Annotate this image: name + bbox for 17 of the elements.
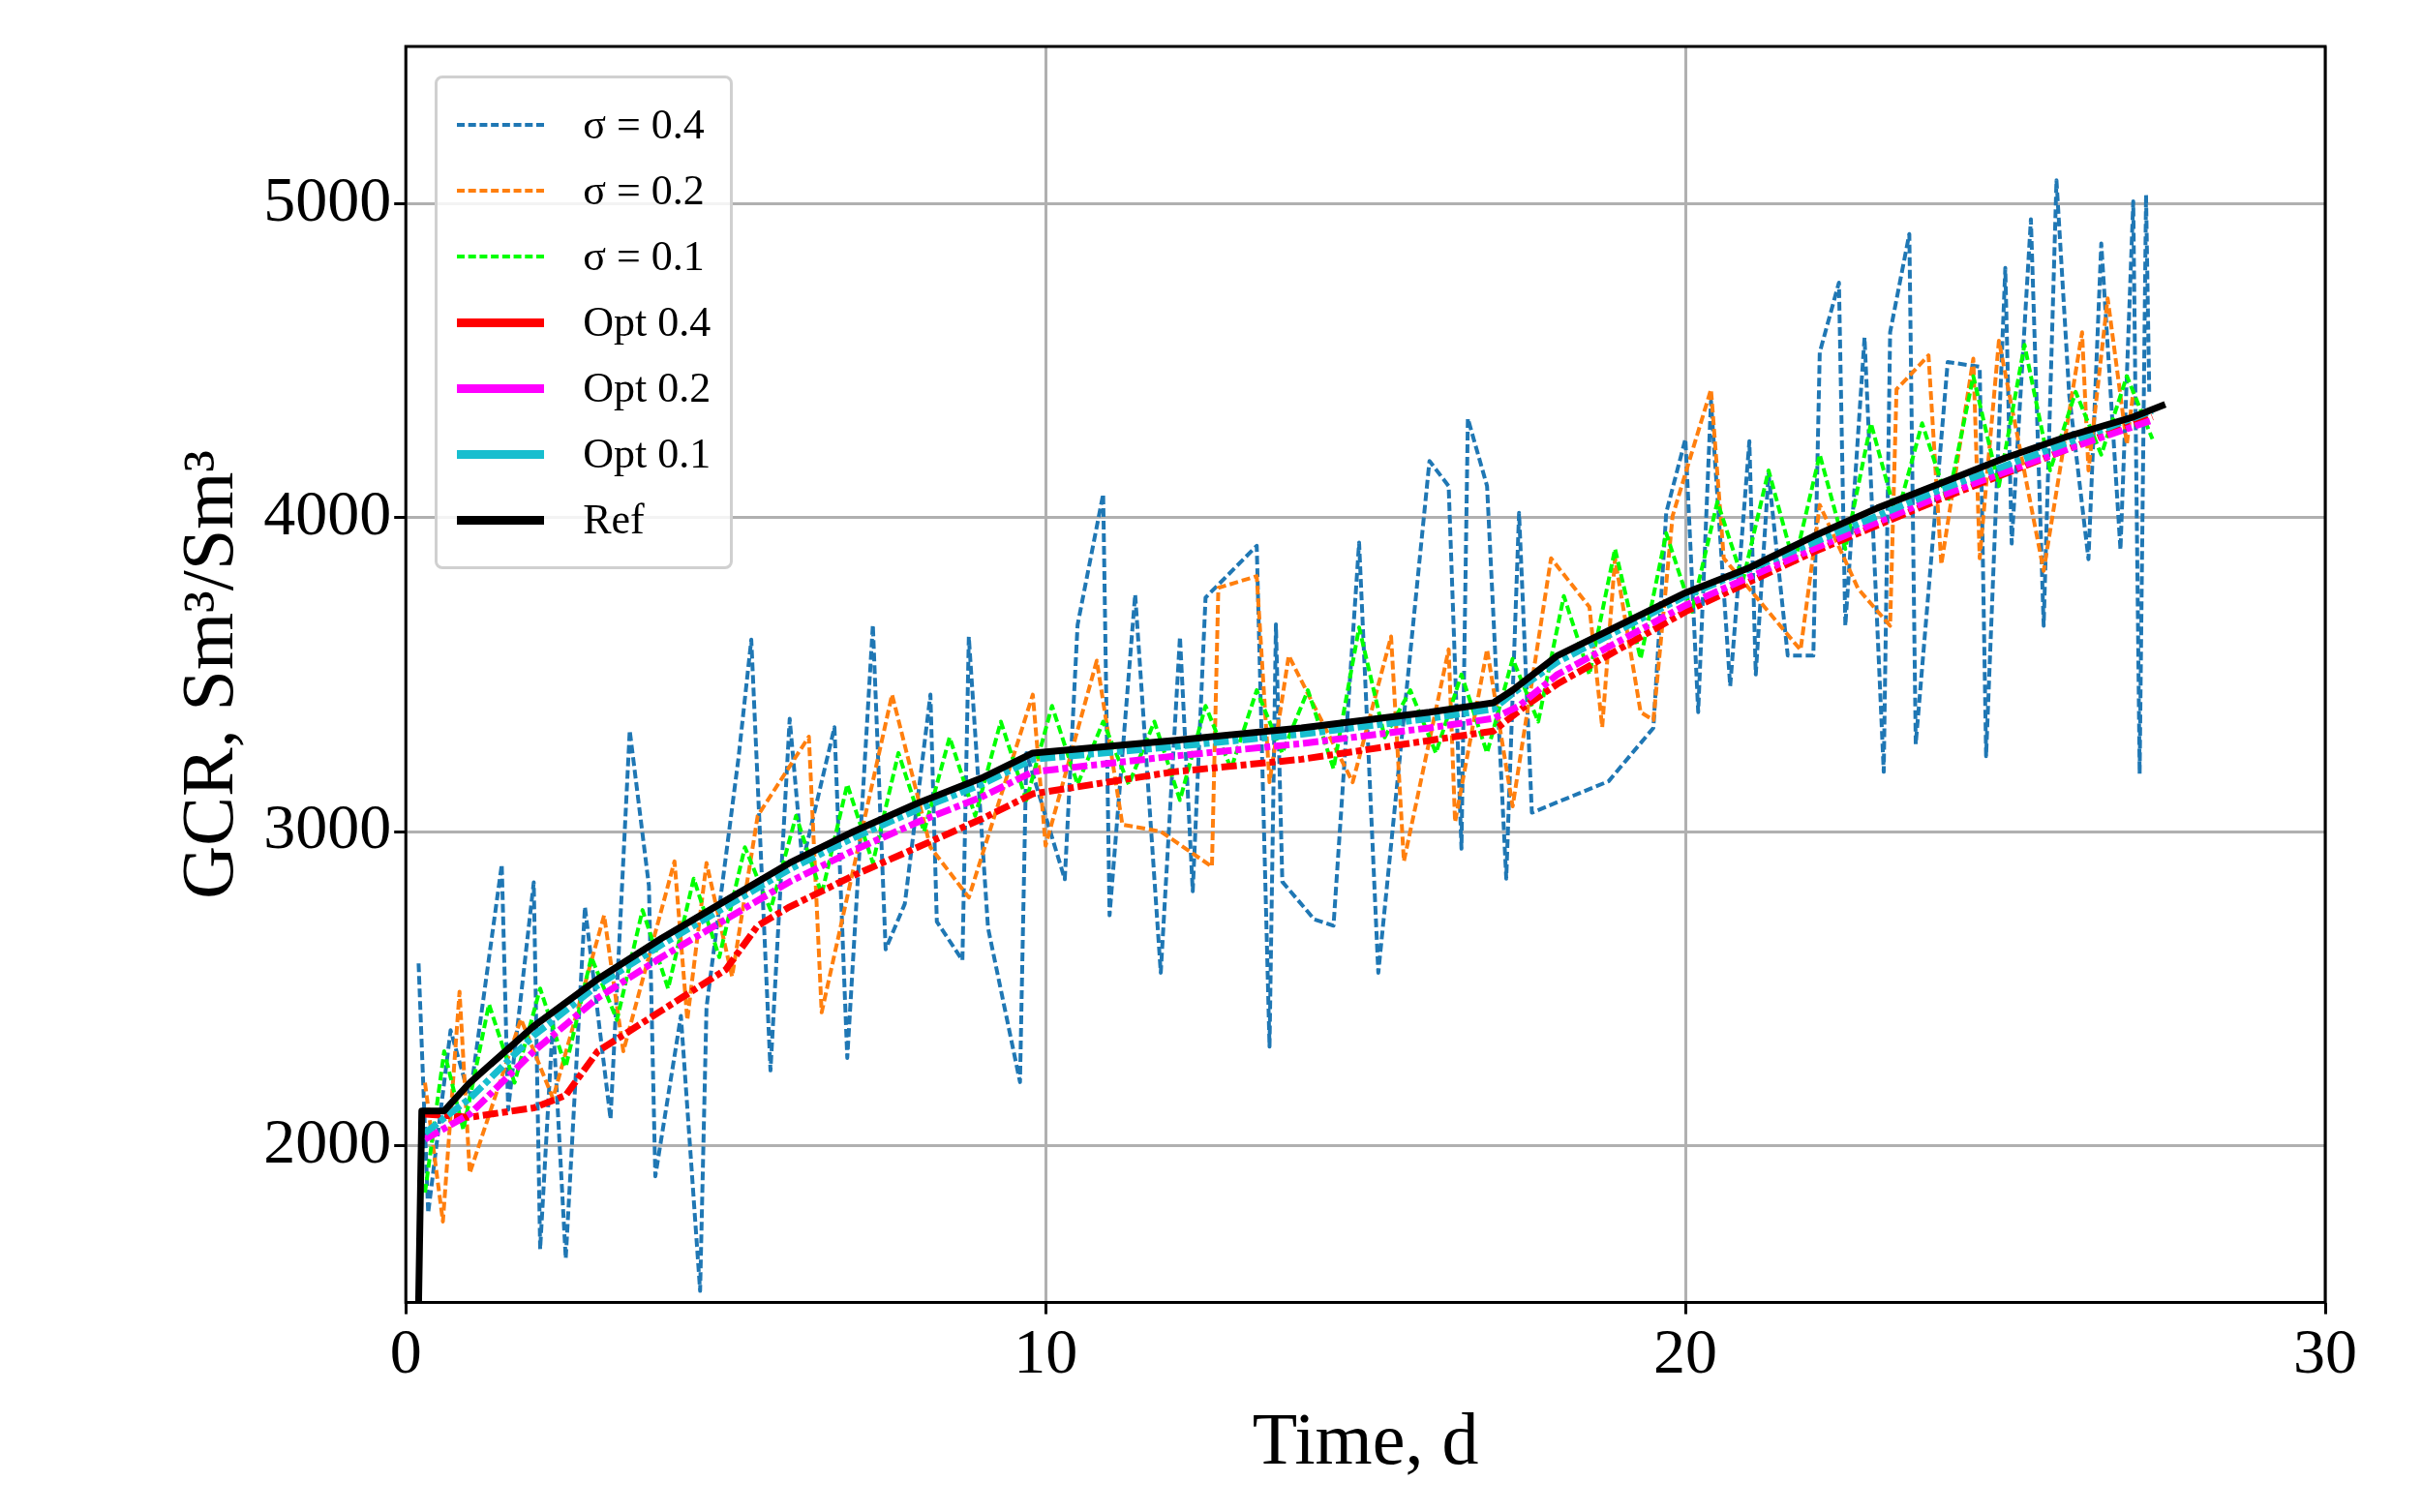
y-tick-label: 4000	[263, 476, 392, 548]
legend-label: σ = 0.1	[583, 231, 705, 282]
legend-label: Opt 0.1	[583, 429, 711, 479]
x-axis-title: Time, d	[1252, 1398, 1479, 1480]
legend-label: Opt 0.4	[583, 297, 711, 348]
y-tick-label: 2000	[263, 1104, 392, 1176]
x-tick-label: 10	[1014, 1315, 1078, 1386]
legend-label: σ = 0.2	[583, 166, 705, 216]
y-axis-title: GCR, Sm³/Sm³	[166, 449, 248, 899]
x-tick-label: 0	[389, 1315, 422, 1386]
legend-label: Opt 0.2	[583, 363, 711, 413]
y-tick-label: 5000	[263, 163, 392, 234]
legend-label: Ref	[583, 495, 645, 545]
x-tick-label: 20	[1653, 1315, 1718, 1386]
x-tick-label: 30	[2293, 1315, 2357, 1386]
y-tick-label: 3000	[263, 791, 392, 862]
legend-label: σ = 0.4	[583, 100, 705, 150]
